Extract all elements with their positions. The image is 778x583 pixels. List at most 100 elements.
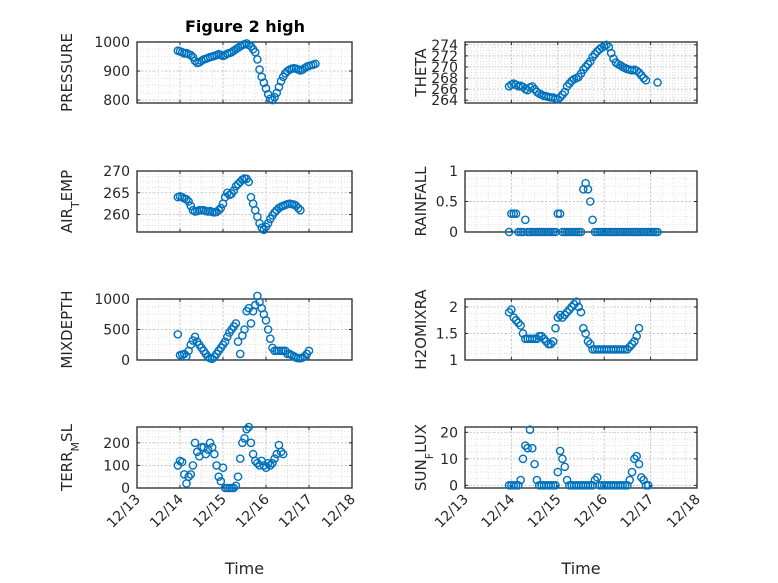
data-point — [632, 331, 641, 341]
data-point — [210, 449, 219, 459]
data-point — [278, 449, 288, 459]
data-point — [518, 454, 528, 464]
data-point — [606, 48, 616, 58]
y-tick-label: 0 — [121, 353, 130, 369]
x-tick-label: 12/15 — [190, 492, 230, 532]
data-point — [190, 56, 200, 66]
data-point — [653, 227, 662, 237]
data-point — [233, 472, 243, 482]
data-point — [630, 337, 639, 346]
data-point — [507, 305, 516, 314]
data-point — [518, 329, 528, 338]
data-point — [272, 449, 282, 459]
data-point — [229, 186, 239, 195]
data-point — [590, 475, 600, 485]
x-tick-label: 12/14 — [478, 491, 518, 531]
data-point — [276, 76, 286, 86]
data-point — [182, 352, 191, 361]
data-point — [569, 300, 579, 309]
y-tick-label: 265 — [103, 186, 130, 202]
data-point — [218, 463, 228, 472]
data-point — [509, 313, 519, 322]
x-tick-label: 12/18 — [319, 492, 359, 532]
subplot-3: 260 265 270 AIRTEMP — [58, 164, 353, 235]
y-axis-label: RAINFALL — [412, 166, 430, 237]
data-point — [537, 331, 546, 341]
data-point — [639, 475, 648, 485]
y-tick-label: 274 — [431, 38, 458, 54]
data-point — [263, 218, 273, 228]
x-tick-label: 12/15 — [525, 492, 565, 532]
data-point — [560, 310, 570, 320]
data-point — [270, 208, 279, 217]
subplot-4: 0 0.5 1 RAINFALL — [412, 164, 698, 241]
data-point — [553, 467, 563, 477]
y-tick-label: 2 — [449, 300, 458, 316]
data-point — [560, 462, 570, 472]
data-point — [583, 184, 593, 194]
data-point — [625, 342, 635, 352]
data-point — [634, 323, 644, 333]
data-point — [546, 339, 556, 349]
data-point — [511, 315, 521, 325]
y-tick-label: 270 — [431, 60, 458, 76]
data-point — [263, 325, 273, 334]
data-point — [184, 197, 193, 206]
y-tick-label: 1.5 — [436, 326, 458, 342]
data-point — [261, 316, 271, 325]
data-point — [504, 307, 514, 317]
data-point — [530, 459, 539, 469]
data-point — [592, 473, 602, 482]
data-point — [244, 177, 254, 187]
data-point — [265, 334, 275, 343]
data-point — [190, 332, 200, 342]
data-point — [539, 334, 549, 344]
data-point — [585, 339, 595, 349]
x-axis-label: Time — [560, 559, 600, 578]
y-axis-label: H2OMIXRA — [412, 289, 430, 370]
y-tick-label: 272 — [431, 49, 458, 65]
data-point — [205, 438, 215, 448]
data-point — [527, 443, 537, 453]
data-point — [235, 349, 245, 359]
data-point — [555, 446, 565, 456]
data-point — [233, 337, 243, 347]
data-point — [220, 337, 230, 347]
data-point — [173, 330, 183, 339]
data-point — [207, 354, 217, 364]
data-point — [574, 302, 583, 312]
data-point — [238, 438, 247, 448]
data-point — [214, 472, 223, 482]
data-point — [265, 94, 275, 103]
data-point — [532, 475, 542, 485]
data-point — [553, 94, 563, 104]
data-point — [190, 438, 200, 448]
y-axis-label: AIRTEMP — [58, 170, 82, 233]
y-axis-label: MIXDEPTH — [58, 290, 76, 368]
data-point — [555, 209, 565, 218]
data-point — [532, 87, 542, 97]
y-tick-label: 260 — [103, 208, 130, 224]
x-tick-label: 12/18 — [664, 492, 704, 532]
data-point — [548, 337, 558, 346]
data-point — [222, 332, 232, 342]
data-point — [551, 481, 560, 490]
data-point — [186, 201, 196, 211]
data-point — [250, 456, 260, 466]
data-point — [641, 75, 651, 85]
data-point — [201, 449, 211, 459]
data-point — [585, 57, 595, 66]
data-point — [276, 447, 286, 457]
data-point — [216, 203, 226, 213]
subplot-1: 800 900 1000 PRESSURE — [58, 33, 353, 112]
data-point — [588, 215, 597, 225]
data-point — [255, 218, 264, 228]
data-point — [240, 433, 249, 443]
data-point — [558, 313, 567, 322]
data-point — [188, 461, 198, 470]
data-point — [293, 203, 303, 213]
subplot-7: 0 100 200 12/13 12/14 12/15 12/16 12/17 12/18 Tim… — [58, 422, 359, 578]
data-point — [560, 87, 570, 97]
